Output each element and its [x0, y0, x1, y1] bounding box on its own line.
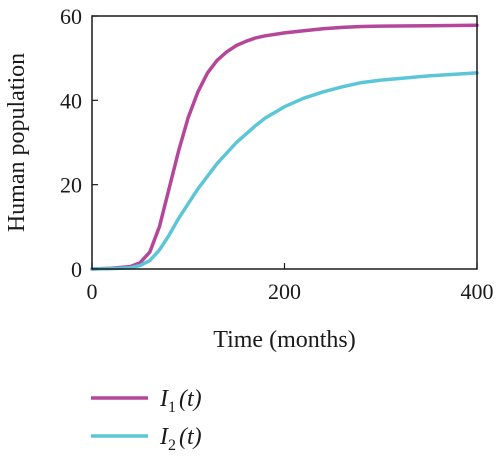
- x-axis-label: Time (months): [213, 327, 355, 353]
- legend: I1 (t) I2 (t): [91, 386, 202, 454]
- plot-area: [90, 23, 479, 271]
- y-axis-label: Human population: [4, 53, 30, 232]
- y-tick-label: 60: [60, 4, 82, 29]
- plot-frame: [91, 15, 478, 270]
- legend-label-2: I2 (t): [159, 424, 202, 454]
- axis-ticks: 0 200 400 0 20 40 60: [60, 4, 494, 304]
- y-tick-label: 20: [60, 173, 82, 198]
- x-tick-label: 200: [268, 279, 301, 304]
- x-tick-label: 400: [461, 279, 494, 304]
- y-tick-label: 40: [60, 88, 82, 113]
- legend-label-1: I1 (t): [159, 386, 202, 416]
- x-tick-label: 0: [87, 279, 98, 304]
- y-tick-label: 0: [71, 257, 82, 282]
- series-line-2: [90, 71, 479, 271]
- series-line-1: [90, 23, 479, 271]
